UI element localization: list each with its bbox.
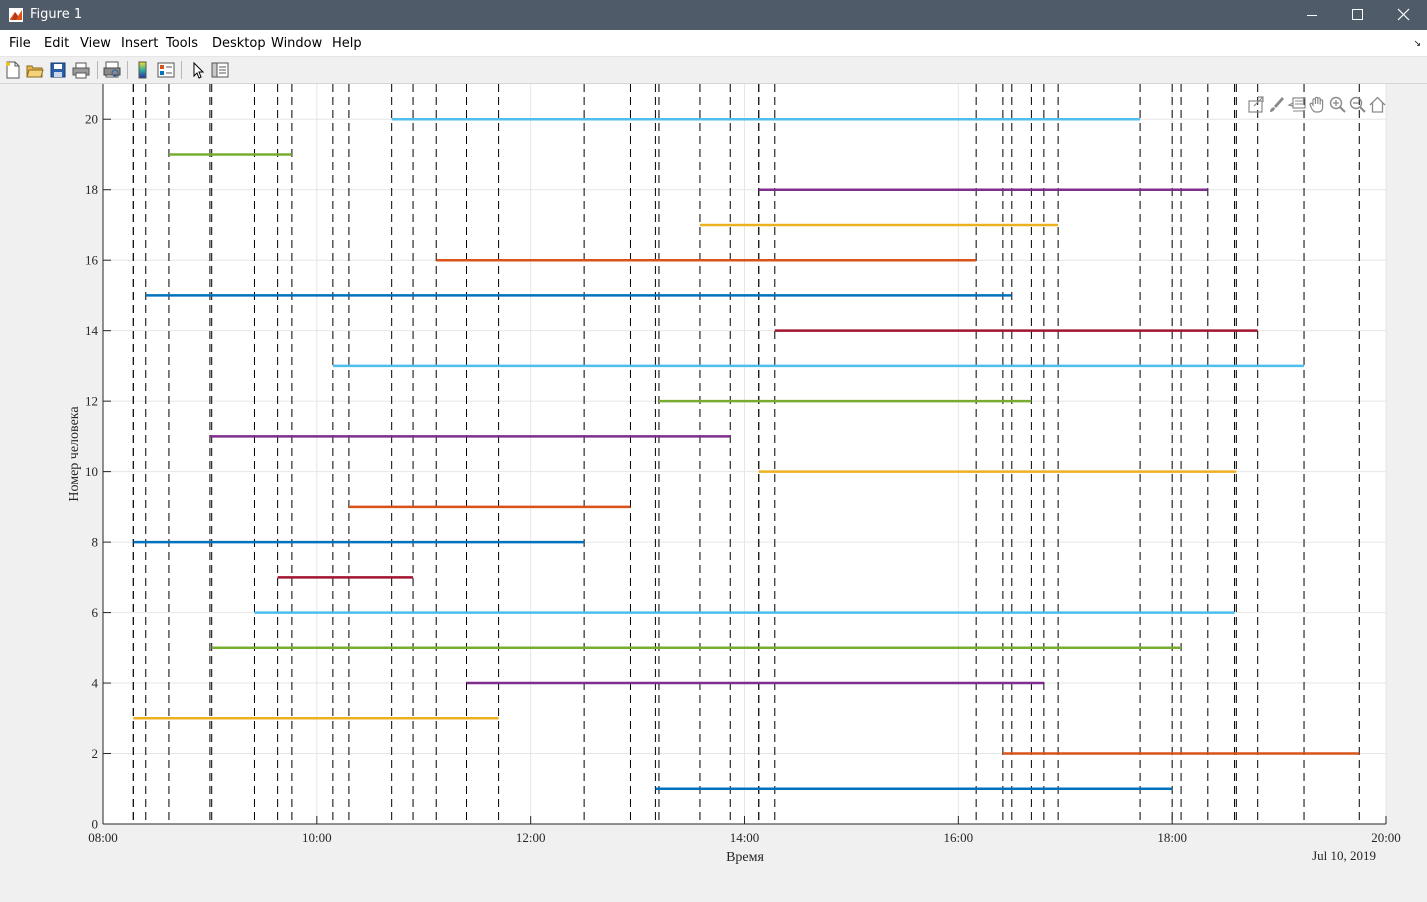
menu-insert[interactable]: Insert [121,36,159,51]
zoom-out-icon[interactable] [1349,96,1366,113]
x-tick-label: 08:00 [88,830,118,845]
y-tick-label: 16 [85,253,99,268]
open-file-icon[interactable] [26,61,44,79]
print-preview-icon[interactable] [103,61,121,79]
export-icon[interactable] [1248,96,1264,113]
y-tick-label: 18 [85,182,98,197]
x-tick-label: 18:00 [1157,830,1187,845]
save-icon[interactable] [49,61,67,79]
maximize-icon [1352,9,1363,20]
pan-icon[interactable] [1309,96,1324,113]
y-tick-label: 8 [92,535,99,550]
title-bar: Figure 1 [0,0,1427,30]
menu-view[interactable]: View [80,36,111,51]
y-tick-label: 10 [85,464,98,479]
zoom-in-icon[interactable] [1329,96,1346,113]
axes-toolbar [1248,96,1386,113]
menu-tools[interactable]: Tools [166,36,199,51]
menu-window[interactable]: Window [271,36,323,51]
y-tick-label: 6 [92,605,99,620]
minimize-button[interactable] [1289,0,1335,30]
new-figure-icon[interactable] [4,61,22,79]
chart: 08:00 10:00 12:00 14:00 16:00 18:00 20:00 0 2 4 6 8… [67,84,1401,865]
brush-icon[interactable] [1270,97,1284,112]
colorbar-icon[interactable] [134,61,152,79]
y-tick-label: 4 [92,676,99,691]
menu-desktop[interactable]: Desktop [212,36,266,51]
window-title: Figure 1 [30,7,83,22]
minimize-icon [1307,15,1317,16]
maximize-button[interactable] [1335,0,1381,30]
x-tick-label: 16:00 [944,830,974,845]
figure-canvas: 08:00 10:00 12:00 14:00 16:00 18:00 20:00 0 2 4 6 8… [0,84,1427,902]
y-axis-label: Номер человека [67,406,82,502]
restore-view-icon[interactable] [1369,96,1386,113]
y-tick-label: 2 [92,746,99,761]
menu-bar: File Edit View Insert Tools Desktop Wind… [0,30,1427,57]
x-tick-label: 12:00 [516,830,546,845]
legend-icon[interactable] [157,61,175,79]
series-group [133,117,1360,791]
menu-edit[interactable]: Edit [44,36,70,51]
close-button[interactable] [1381,0,1427,30]
toolbar-separator [181,61,182,79]
y-tick-label: 12 [85,394,98,409]
axes: 08:00 10:00 12:00 14:00 16:00 18:00 20:00 0 2 4 6 8… [85,84,1401,845]
y-tick-label: 20 [85,112,98,127]
x-axis-label: Время [726,850,764,865]
toolbar-separator [97,61,98,79]
menu-dock-arrow-icon[interactable]: ↘ [1413,38,1421,48]
event-lines [132,84,1360,824]
date-label: Jul 10, 2019 [1312,848,1376,863]
figure-toolbar [0,57,1427,84]
menu-help[interactable]: Help [332,36,362,51]
x-tick-label: 14:00 [730,830,760,845]
matlab-logo-icon [9,8,23,22]
property-editor-icon[interactable] [211,61,229,79]
toolbar-separator [127,61,128,79]
close-icon [1397,8,1410,21]
y-tick-label: 14 [85,323,99,338]
menu-file[interactable]: File [9,36,31,51]
y-tick-label: 0 [92,817,99,832]
x-tick-label: 20:00 [1371,830,1401,845]
data-tips-icon[interactable] [1287,97,1306,112]
pointer-icon[interactable] [189,61,207,79]
print-icon[interactable] [72,61,90,79]
x-tick-label: 10:00 [302,830,332,845]
